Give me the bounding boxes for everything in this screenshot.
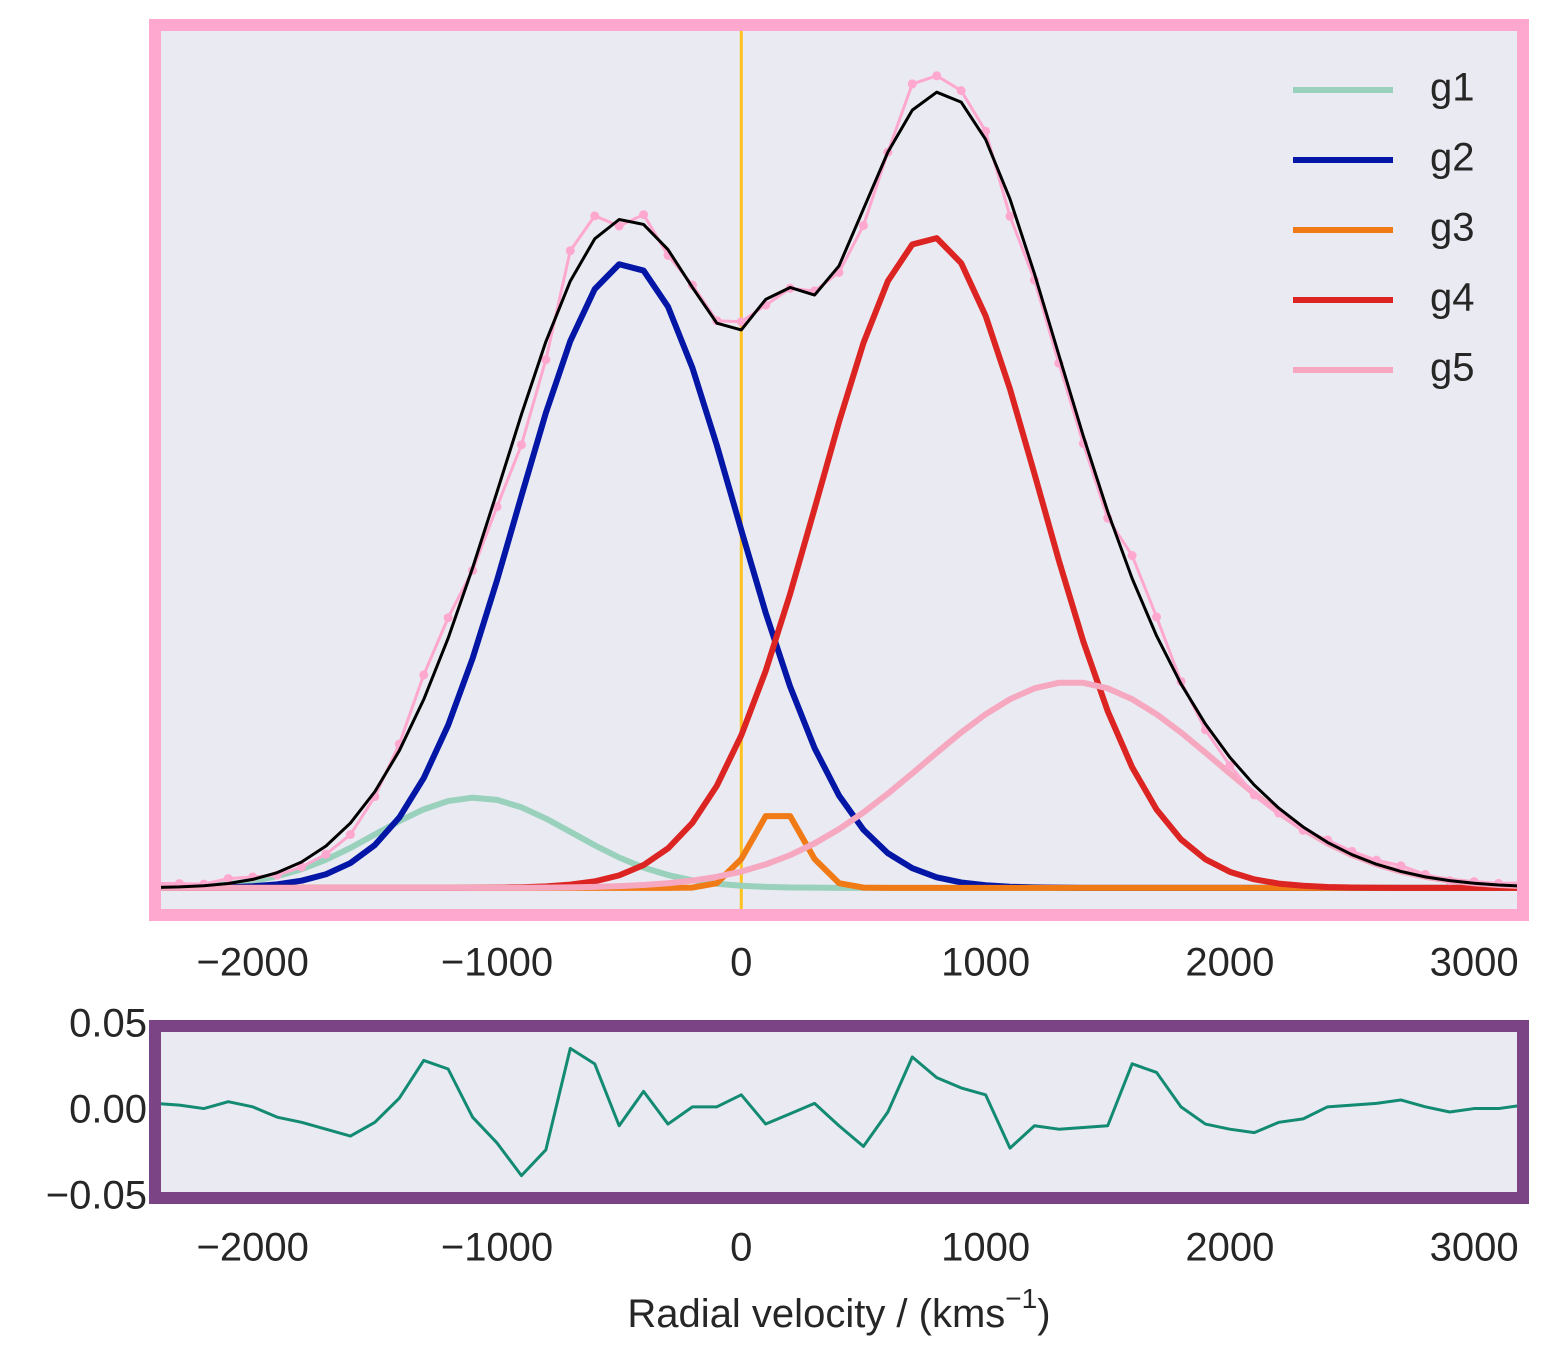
data-point (1396, 861, 1406, 871)
legend-label: g1 (1430, 66, 1475, 110)
fit-line (154, 90, 1524, 889)
x-axis-label: Radial velocity / (kms−1) (627, 1283, 1050, 1336)
y-tick-label: 0.00 (69, 1088, 147, 1132)
data-point (516, 440, 526, 450)
x-tick-label: 2000 (1185, 941, 1274, 985)
data-point (1249, 790, 1259, 800)
data-point (321, 849, 331, 859)
x-tick-label: 0 (730, 1226, 752, 1270)
x-tick-label: 0 (730, 941, 752, 985)
data-point (345, 830, 355, 840)
plot-frame (149, 19, 1529, 921)
x-tick-label: −2000 (197, 941, 309, 985)
x-tick-label: 3000 (1430, 1226, 1519, 1270)
x-tick-label: 2000 (1185, 1226, 1274, 1270)
y-tick-label: 0.05 (69, 1002, 147, 1046)
data-point (956, 86, 966, 96)
x-tick-label: −2000 (197, 1226, 309, 1270)
data-point (443, 613, 453, 623)
y-tick-label: −0.05 (46, 1174, 147, 1218)
x-tick-label: −1000 (441, 1226, 553, 1270)
residual-line (154, 1046, 1524, 1178)
legend-label: g4 (1430, 276, 1475, 320)
data-point (590, 211, 600, 221)
data-point (541, 355, 551, 365)
x-tick-label: 1000 (941, 1226, 1030, 1270)
data-point (1127, 551, 1137, 561)
data-point (858, 220, 868, 230)
data-point (907, 79, 917, 89)
data-point (223, 874, 233, 884)
x-axis-label-part: ) (1037, 1292, 1050, 1336)
data-point (297, 862, 307, 872)
data-point (565, 246, 575, 256)
x-tick-label: 1000 (941, 941, 1030, 985)
data-point (1152, 612, 1162, 622)
x-tick-label: −1000 (441, 941, 553, 985)
plot-frame (149, 1020, 1529, 1204)
data-point (419, 670, 429, 680)
data-point (1225, 761, 1235, 771)
data-point (1005, 211, 1015, 221)
x-tick-label: 3000 (1430, 941, 1519, 985)
x-axis-label-part: Radial velocity / (kms (627, 1292, 1005, 1336)
x-axis-label-part: −1 (1005, 1283, 1037, 1314)
legend-label: g5 (1430, 346, 1475, 390)
data-point (492, 502, 502, 512)
data-point (932, 71, 942, 81)
plot-background (155, 1026, 1523, 1198)
data-point (639, 210, 649, 220)
data-point (736, 317, 746, 327)
plot-background (155, 25, 1523, 915)
legend-label: g2 (1430, 136, 1475, 180)
data-point (614, 221, 624, 231)
legend-label: g3 (1430, 206, 1475, 250)
